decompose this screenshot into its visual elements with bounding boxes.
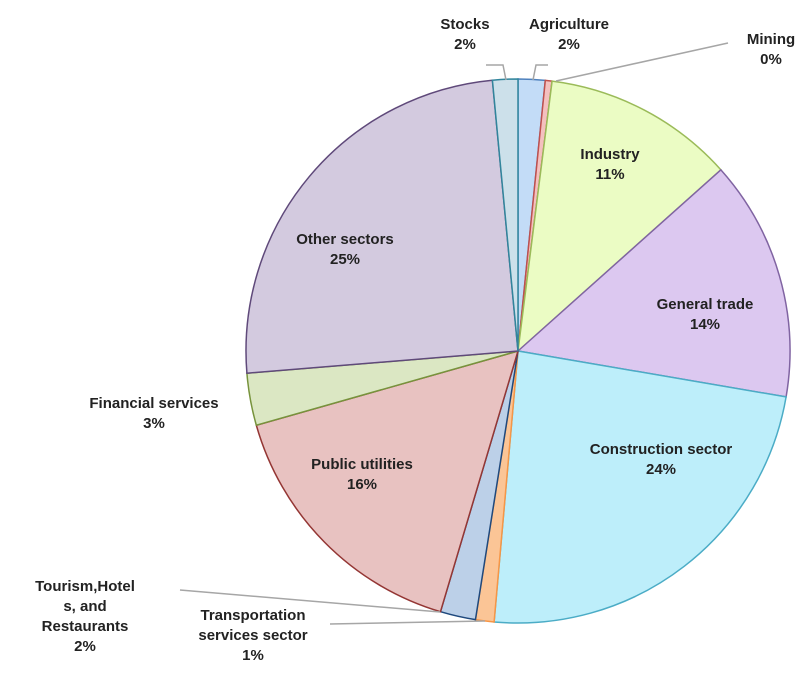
- pie-slice: [516, 168, 791, 398]
- leader-line: [486, 64, 507, 81]
- value-label: 0%: [760, 51, 782, 68]
- slice-label: Construction sector 24%: [590, 440, 733, 480]
- value-label: 16%: [346, 476, 378, 493]
- category-label: Industry: [580, 146, 640, 163]
- category-label: Other sectors: [296, 231, 394, 248]
- category-label: Mining: [746, 31, 796, 48]
- category-label: Stocks: [440, 16, 490, 33]
- pie-slice: [493, 350, 787, 624]
- category-label: Transportation services sector: [198, 607, 308, 644]
- pie-slice: [255, 349, 520, 613]
- slice-label: Agriculture 2%: [529, 15, 609, 55]
- category-label: Tourism,Hotel s, and Restaurants: [35, 578, 135, 635]
- slice-label: Mining 0%: [747, 30, 795, 70]
- slice-label: Financial services 3%: [89, 394, 218, 434]
- value-label: 1%: [242, 647, 264, 664]
- slice-label: Stocks 2%: [440, 15, 489, 55]
- category-label: Financial services: [89, 395, 219, 412]
- slice-label: Transportation services sector 1%: [198, 606, 307, 666]
- leader-line: [532, 64, 548, 81]
- value-label: 2%: [454, 36, 476, 53]
- pie-slice: [245, 79, 519, 375]
- leader-line: [179, 589, 441, 613]
- value-label: 24%: [645, 461, 677, 478]
- category-label: Agriculture: [528, 16, 610, 33]
- slice-label: Industry 11%: [580, 145, 639, 185]
- pie-slice: [517, 80, 722, 353]
- slice-label: Other sectors 25%: [296, 230, 394, 270]
- leader-line: [555, 42, 729, 82]
- category-label: Construction sector: [589, 441, 733, 458]
- slice-label: General trade 14%: [657, 295, 754, 335]
- value-label: 14%: [689, 316, 721, 333]
- slice-label: Tourism,Hotel s, and Restaurants 2%: [35, 577, 135, 657]
- leader-line: [329, 620, 486, 625]
- category-label: Public utilities: [311, 456, 413, 473]
- value-label: 2%: [558, 36, 580, 53]
- slice-label: Public utilities 16%: [311, 455, 413, 495]
- category-label: General trade: [656, 296, 754, 313]
- value-label: 2%: [74, 638, 96, 655]
- value-label: 3%: [143, 415, 165, 432]
- value-label: 25%: [329, 251, 361, 268]
- value-label: 11%: [595, 166, 625, 183]
